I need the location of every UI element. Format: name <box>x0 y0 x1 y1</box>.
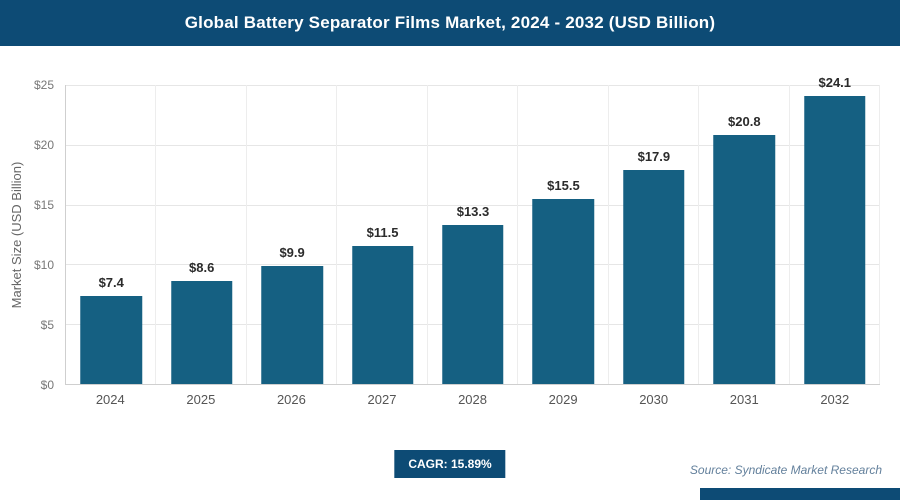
gridline-v <box>879 85 880 384</box>
y-axis-tick-labels: $0 $5 $10 $15 $20 $25 <box>18 78 60 392</box>
bar-column-2024: $7.4 <box>66 85 156 384</box>
gridline-v <box>245 85 247 384</box>
chart-title-bar: Global Battery Separator Films Market, 2… <box>0 0 900 46</box>
y-tick-label: $25 <box>33 78 54 92</box>
y-tick-label: $10 <box>33 258 54 272</box>
gridline-v <box>698 85 700 384</box>
gridline-v <box>336 85 338 384</box>
x-tick-label: 2027 <box>367 392 397 407</box>
y-tick-label: $15 <box>33 198 54 212</box>
gridline-h <box>66 144 880 146</box>
x-tick-label: 2028 <box>458 392 487 407</box>
bar-value-label: $11.5 <box>366 225 399 241</box>
bar-value-label: $13.3 <box>456 203 490 219</box>
plot-area: $7.4 $8.6 $9.9 $11.5 $13.3 $15.5 $17.9 $20.8 $24… <box>65 75 880 385</box>
bar-value-label: $7.4 <box>98 274 124 290</box>
bar-column-2027: $11.5 <box>337 85 427 384</box>
bar-2032 <box>804 95 866 384</box>
bar-column-2029: $15.5 <box>518 85 608 384</box>
bar-column-2030: $17.9 <box>609 85 699 384</box>
gridline-v <box>426 85 428 384</box>
x-tick-label: 2025 <box>186 392 216 407</box>
bar-value-label: $20.8 <box>728 114 761 130</box>
bar-2025 <box>170 281 233 384</box>
bar-2024 <box>80 295 142 384</box>
bar-2030 <box>623 169 685 384</box>
x-axis-labels: 2024 2025 2026 2027 2028 2029 2030 2031 2032 <box>65 392 880 407</box>
x-tick-label: 2030 <box>639 392 669 407</box>
y-tick-label: $20 <box>33 138 54 152</box>
x-tick-label: 2029 <box>548 392 578 407</box>
x-tick-label: 2024 <box>95 392 125 407</box>
bar-2031 <box>713 135 776 384</box>
bar-2026 <box>261 265 323 384</box>
gridline-h <box>66 204 880 206</box>
source-text: Source: Syndicate Market Research <box>689 463 882 477</box>
gridline-v <box>155 85 157 384</box>
x-tick-label: 2026 <box>276 392 306 407</box>
bar-column-2026: $9.9 <box>247 85 337 384</box>
page-title: Global Battery Separator Films Market, 2… <box>184 13 716 32</box>
bar-column-2025: $8.6 <box>156 85 246 384</box>
gridline-v <box>517 85 519 384</box>
bar-column-2031: $20.8 <box>699 85 789 384</box>
bar-column-2028: $13.3 <box>428 85 518 384</box>
y-tick-label: $5 <box>40 318 54 332</box>
gridline-v <box>607 85 609 384</box>
x-tick-label: 2031 <box>729 392 759 407</box>
bar-column-2032: $24.1 <box>790 75 880 384</box>
x-tick-label: 2032 <box>820 392 850 407</box>
cagr-badge: CAGR: 15.89% <box>394 450 506 478</box>
bar-2029 <box>532 198 595 384</box>
footer-accent-bar <box>700 488 900 500</box>
bar-2027 <box>351 246 414 384</box>
bar-value-label: $24.1 <box>818 74 852 90</box>
bar-value-label: $15.5 <box>547 177 580 193</box>
gridline-v <box>788 85 790 384</box>
y-tick-label: $0 <box>40 378 54 392</box>
bar-2028 <box>442 224 504 384</box>
gridline-h <box>66 85 880 86</box>
bar-value-label: $17.9 <box>637 148 671 164</box>
bar-value-label: $9.9 <box>279 244 305 260</box>
bar-value-label: $8.6 <box>189 260 215 276</box>
